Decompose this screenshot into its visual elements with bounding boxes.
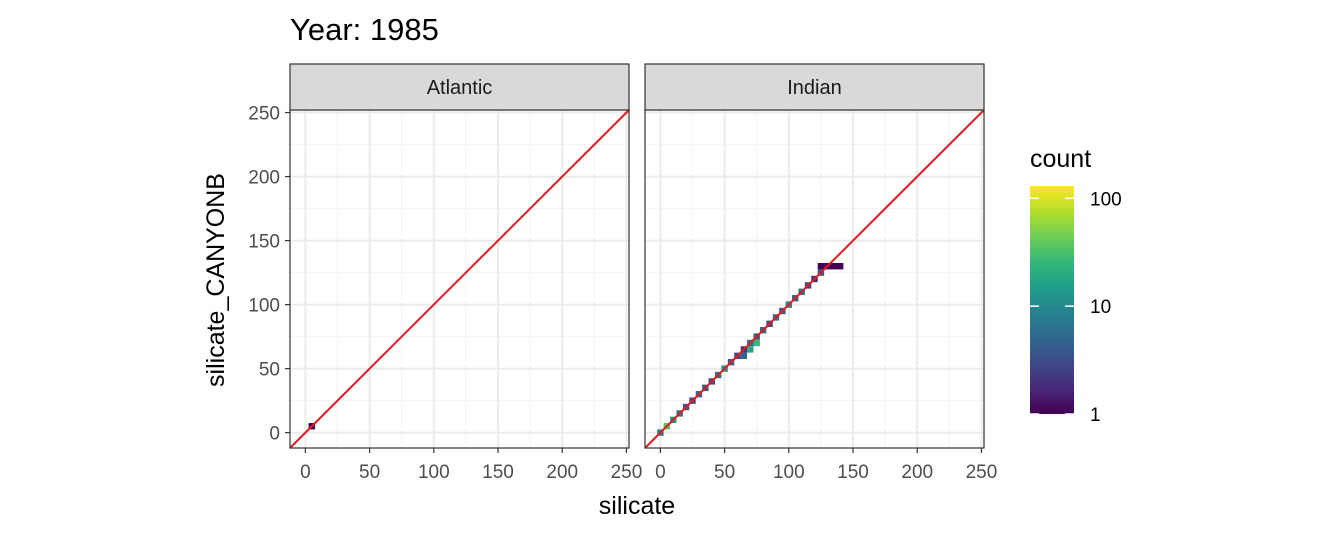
facet-panel-indian: Indian 0 50 100 150 200 250 bbox=[644, 63, 998, 483]
x-tick-label: 200 bbox=[901, 462, 933, 483]
legend-tick-label: 100 bbox=[1090, 189, 1122, 210]
y-tick-label: 150 bbox=[248, 232, 280, 253]
heatmap-bin bbox=[740, 352, 748, 360]
reference-line bbox=[289, 109, 630, 449]
facet-strip-label: Atlantic bbox=[427, 77, 493, 99]
facet-strip-label: Indian bbox=[787, 77, 842, 99]
x-tick-label: 150 bbox=[837, 462, 869, 483]
reference-line bbox=[644, 109, 985, 449]
x-tick-label: 250 bbox=[966, 462, 998, 483]
legend: count 1 10 100 bbox=[1030, 145, 1122, 426]
y-tick-label: 0 bbox=[269, 424, 280, 445]
heatmap-bin bbox=[836, 263, 844, 270]
legend-colorbar bbox=[1030, 186, 1074, 414]
y-axis-title: silicate_CANYONB bbox=[202, 173, 230, 387]
heatmap-bin bbox=[753, 339, 760, 347]
x-tick-label: 250 bbox=[611, 462, 643, 483]
heatmap-bin bbox=[830, 263, 837, 270]
x-tick-label: 200 bbox=[546, 462, 578, 483]
y-tick-label: 250 bbox=[248, 104, 280, 125]
x-tick-label: 150 bbox=[482, 462, 514, 483]
facet-panel-atlantic: Atlantic 0 50 100 150 200 250 0 50 100 150 200 250 bbox=[248, 63, 643, 483]
legend-ticks: 1 10 100 bbox=[1030, 189, 1122, 426]
legend-tick-label: 10 bbox=[1090, 297, 1111, 318]
x-tick-label: 100 bbox=[773, 462, 805, 483]
chart-title: Year: 1985 bbox=[290, 12, 439, 47]
legend-title: count bbox=[1030, 145, 1091, 173]
y-tick-label: 50 bbox=[259, 360, 280, 381]
facet-strip bbox=[289, 63, 630, 111]
y-tick-label: 200 bbox=[248, 168, 280, 189]
x-tick-label: 0 bbox=[300, 462, 311, 483]
heatmap-bin bbox=[817, 263, 825, 270]
x-axis-title: silicate bbox=[599, 492, 675, 520]
x-tick-label: 50 bbox=[714, 462, 735, 483]
legend-tick-label: 1 bbox=[1090, 405, 1101, 426]
x-tick-label: 0 bbox=[655, 462, 666, 483]
y-tick-label: 100 bbox=[248, 296, 280, 317]
x-tick-label: 50 bbox=[359, 462, 380, 483]
heatmap-bin bbox=[747, 346, 754, 353]
facet-strip bbox=[644, 63, 985, 111]
x-tick-label: 100 bbox=[418, 462, 450, 483]
